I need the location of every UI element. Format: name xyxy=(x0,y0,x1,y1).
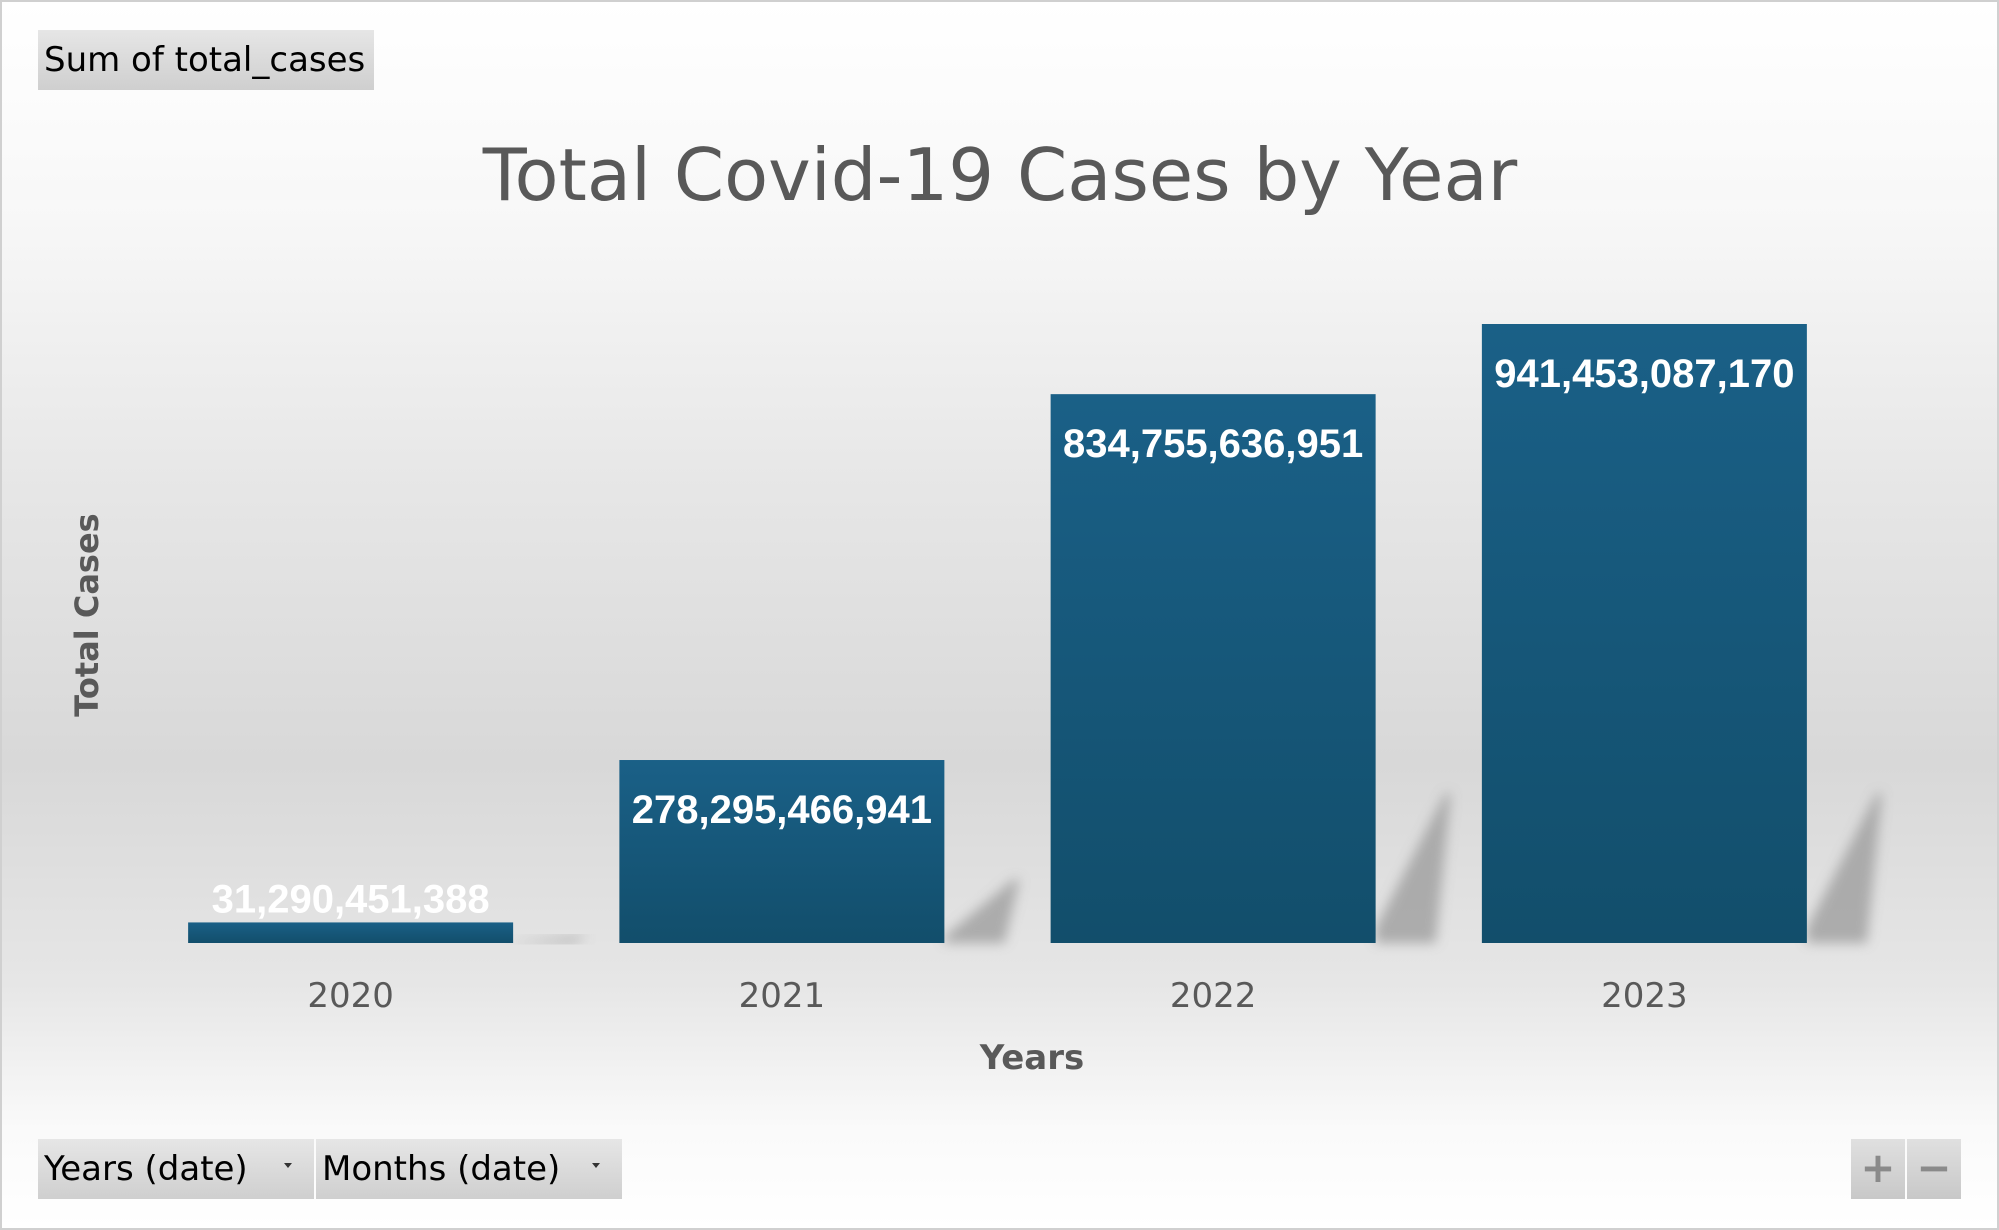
plus-icon: + xyxy=(1860,1143,1896,1192)
data-label-2020: 31,290,451,388 xyxy=(212,877,490,921)
months-filter-button[interactable]: Months (date) xyxy=(316,1139,622,1199)
bar-shadows xyxy=(513,793,1882,943)
chart-title: Total Covid-19 Cases by Year xyxy=(482,133,1518,217)
data-labels: 31,290,451,388 278,295,466,941 834,755,636… xyxy=(212,352,1795,921)
x-axis-ticks: 2020 2021 2022 2023 xyxy=(307,976,1687,1016)
x-tick-label-2023: 2023 xyxy=(1601,976,1688,1016)
expand-field-button[interactable]: + xyxy=(1851,1139,1905,1199)
bar-shadow xyxy=(513,935,589,943)
bar-2021[interactable] xyxy=(619,760,945,943)
y-axis-title: Total Cases xyxy=(68,513,106,716)
value-field-label: Sum of total_cases xyxy=(44,40,366,80)
x-tick-label-2022: 2022 xyxy=(1170,976,1257,1016)
x-axis-title: Years xyxy=(979,1038,1085,1078)
x-tick-label-2021: 2021 xyxy=(739,976,826,1016)
months-filter-label: Months (date) xyxy=(322,1149,561,1189)
bar-2022[interactable] xyxy=(1050,394,1376,943)
dropdown-arrow-icon xyxy=(284,1163,292,1168)
data-label-2023: 941,453,087,170 xyxy=(1494,352,1794,396)
data-label-2021: 278,295,466,941 xyxy=(632,788,932,832)
minus-icon: − xyxy=(1916,1143,1952,1192)
bar-2020[interactable] xyxy=(188,922,514,943)
bars xyxy=(188,324,1807,943)
years-filter-label: Years (date) xyxy=(44,1149,248,1189)
bar-2023[interactable] xyxy=(1481,324,1807,943)
value-field-button[interactable]: Sum of total_cases xyxy=(38,30,374,90)
data-label-2022: 834,755,636,951 xyxy=(1063,422,1363,466)
dropdown-arrow-icon xyxy=(592,1163,600,1168)
bar-shadow xyxy=(1375,793,1451,943)
x-tick-label-2020: 2020 xyxy=(307,976,394,1016)
years-filter-button[interactable]: Years (date) xyxy=(38,1139,314,1199)
collapse-field-button[interactable]: − xyxy=(1907,1139,1961,1199)
bar-shadow xyxy=(1806,793,1882,943)
bar-shadow xyxy=(944,878,1020,943)
